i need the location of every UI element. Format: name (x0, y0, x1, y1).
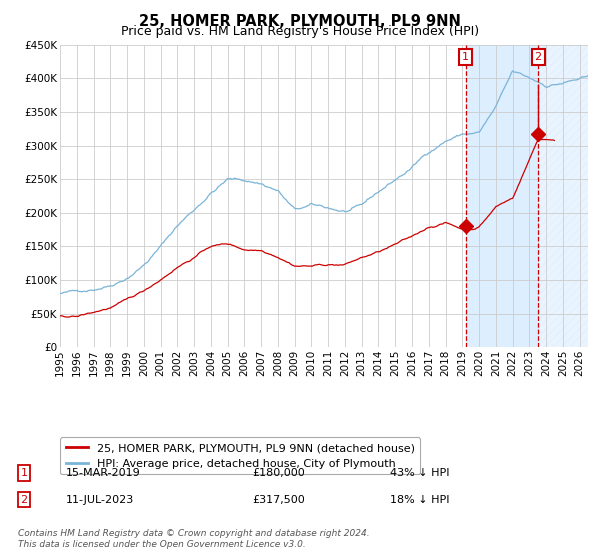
Text: £180,000: £180,000 (252, 468, 305, 478)
Text: Contains HM Land Registry data © Crown copyright and database right 2024.
This d: Contains HM Land Registry data © Crown c… (18, 529, 370, 549)
Text: Price paid vs. HM Land Registry's House Price Index (HPI): Price paid vs. HM Land Registry's House … (121, 25, 479, 38)
Text: 2: 2 (535, 52, 542, 62)
Bar (466, 45, 538, 347)
Text: 1: 1 (20, 468, 28, 478)
Text: 11-JUL-2023: 11-JUL-2023 (66, 494, 134, 505)
Text: 18% ↓ HPI: 18% ↓ HPI (390, 494, 449, 505)
Text: 2: 2 (20, 494, 28, 505)
Bar (538, 45, 588, 347)
Text: 1: 1 (462, 52, 469, 62)
Legend: 25, HOMER PARK, PLYMOUTH, PL9 9NN (detached house), HPI: Average price, detached: 25, HOMER PARK, PLYMOUTH, PL9 9NN (detac… (60, 437, 421, 474)
Text: 43% ↓ HPI: 43% ↓ HPI (390, 468, 449, 478)
Text: £317,500: £317,500 (252, 494, 305, 505)
Text: 15-MAR-2019: 15-MAR-2019 (66, 468, 141, 478)
Text: 25, HOMER PARK, PLYMOUTH, PL9 9NN: 25, HOMER PARK, PLYMOUTH, PL9 9NN (139, 14, 461, 29)
